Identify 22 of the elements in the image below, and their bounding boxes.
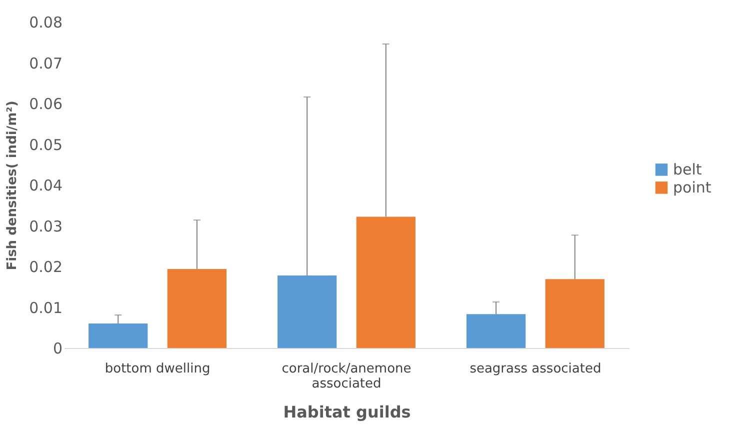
y-tick-label: 0 xyxy=(52,340,62,358)
x-axis-title: Habitat guilds xyxy=(283,402,411,422)
legend-label: belt xyxy=(673,160,702,179)
legend-label: point xyxy=(673,178,712,197)
bar xyxy=(356,216,416,348)
y-tick-label: 0.03 xyxy=(29,217,62,236)
x-tick-label: seagrass associated xyxy=(470,362,602,376)
y-tick-label: 0.08 xyxy=(29,14,62,32)
x-tick-label: coral/rock/anemone associated xyxy=(282,362,412,392)
y-tick-label: 0.04 xyxy=(29,176,62,194)
y-tick-label: 0.02 xyxy=(29,258,62,276)
bar xyxy=(278,275,337,348)
bar xyxy=(167,268,227,348)
bar xyxy=(466,314,526,348)
y-tick-label: 0.05 xyxy=(29,136,62,154)
x-tick-label: bottom dwelling xyxy=(104,362,210,376)
bar xyxy=(88,324,148,348)
y-tick-label: 0.06 xyxy=(29,95,62,113)
bar xyxy=(545,279,604,348)
y-tick-label: 0.07 xyxy=(29,54,62,72)
y-tick-label: 0.01 xyxy=(29,298,62,317)
y-axis-title: Fish densities( indi/m²) xyxy=(5,100,20,270)
